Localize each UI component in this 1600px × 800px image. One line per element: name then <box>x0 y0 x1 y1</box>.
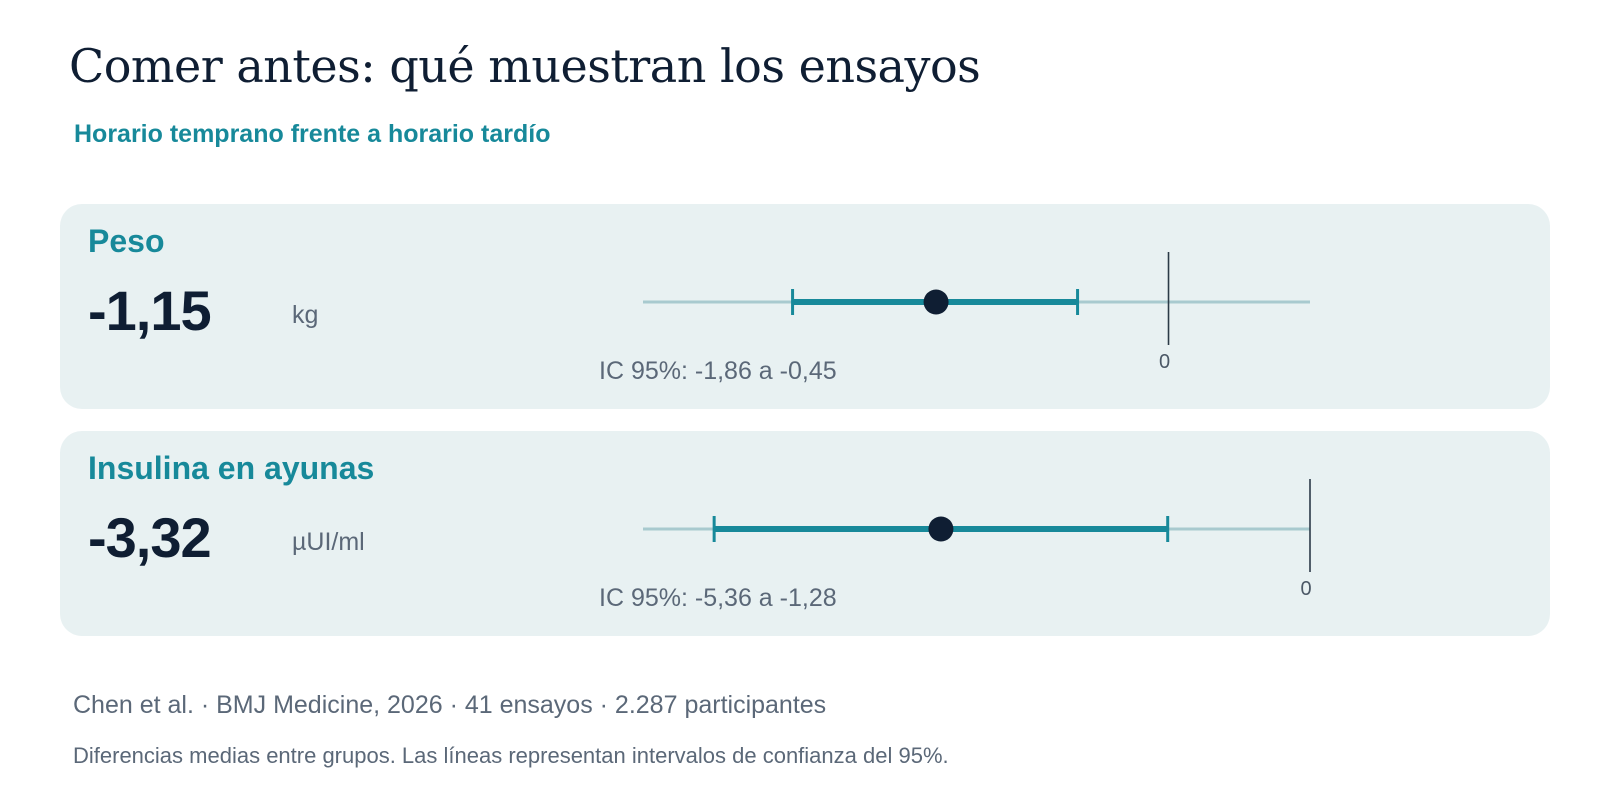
page-title: Comer antes: qué muestran los ensayos <box>69 39 981 93</box>
point-estimate <box>923 289 949 315</box>
effect-estimate: -3,32 <box>88 506 212 569</box>
confidence-interval-label: IC 95%: -5,36 a -1,28 <box>599 584 837 612</box>
point-estimate <box>928 516 954 542</box>
page-subtitle: Horario temprano frente a horario tardío <box>74 120 551 148</box>
outcome-label: Insulina en ayunas <box>88 450 375 486</box>
outcome-card-peso: Peso -1,15 kg 0 IC 95%: -1,86 a -0,45 <box>60 204 1550 409</box>
outcome-label: Peso <box>88 223 165 259</box>
forest-plot-peso: 0 <box>643 252 1310 373</box>
effect-estimate: -1,15 <box>88 279 212 342</box>
reference-tick-label: 0 <box>1159 351 1170 373</box>
outcome-card-insulina: Insulina en ayunas -3,32 µUI/ml 0 IC 95%… <box>60 431 1550 636</box>
effect-unit: µUI/ml <box>292 528 365 556</box>
source-citation: Chen et al. · BMJ Medicine, 2026 · 41 en… <box>73 691 827 719</box>
effect-unit: kg <box>292 301 319 329</box>
confidence-interval-label: IC 95%: -1,86 a -0,45 <box>599 357 837 385</box>
chart-footnote: Diferencias medias entre grupos. Las lín… <box>73 743 949 768</box>
reference-tick-label: 0 <box>1300 578 1311 600</box>
forest-plot-insulina: 0 <box>643 479 1312 600</box>
